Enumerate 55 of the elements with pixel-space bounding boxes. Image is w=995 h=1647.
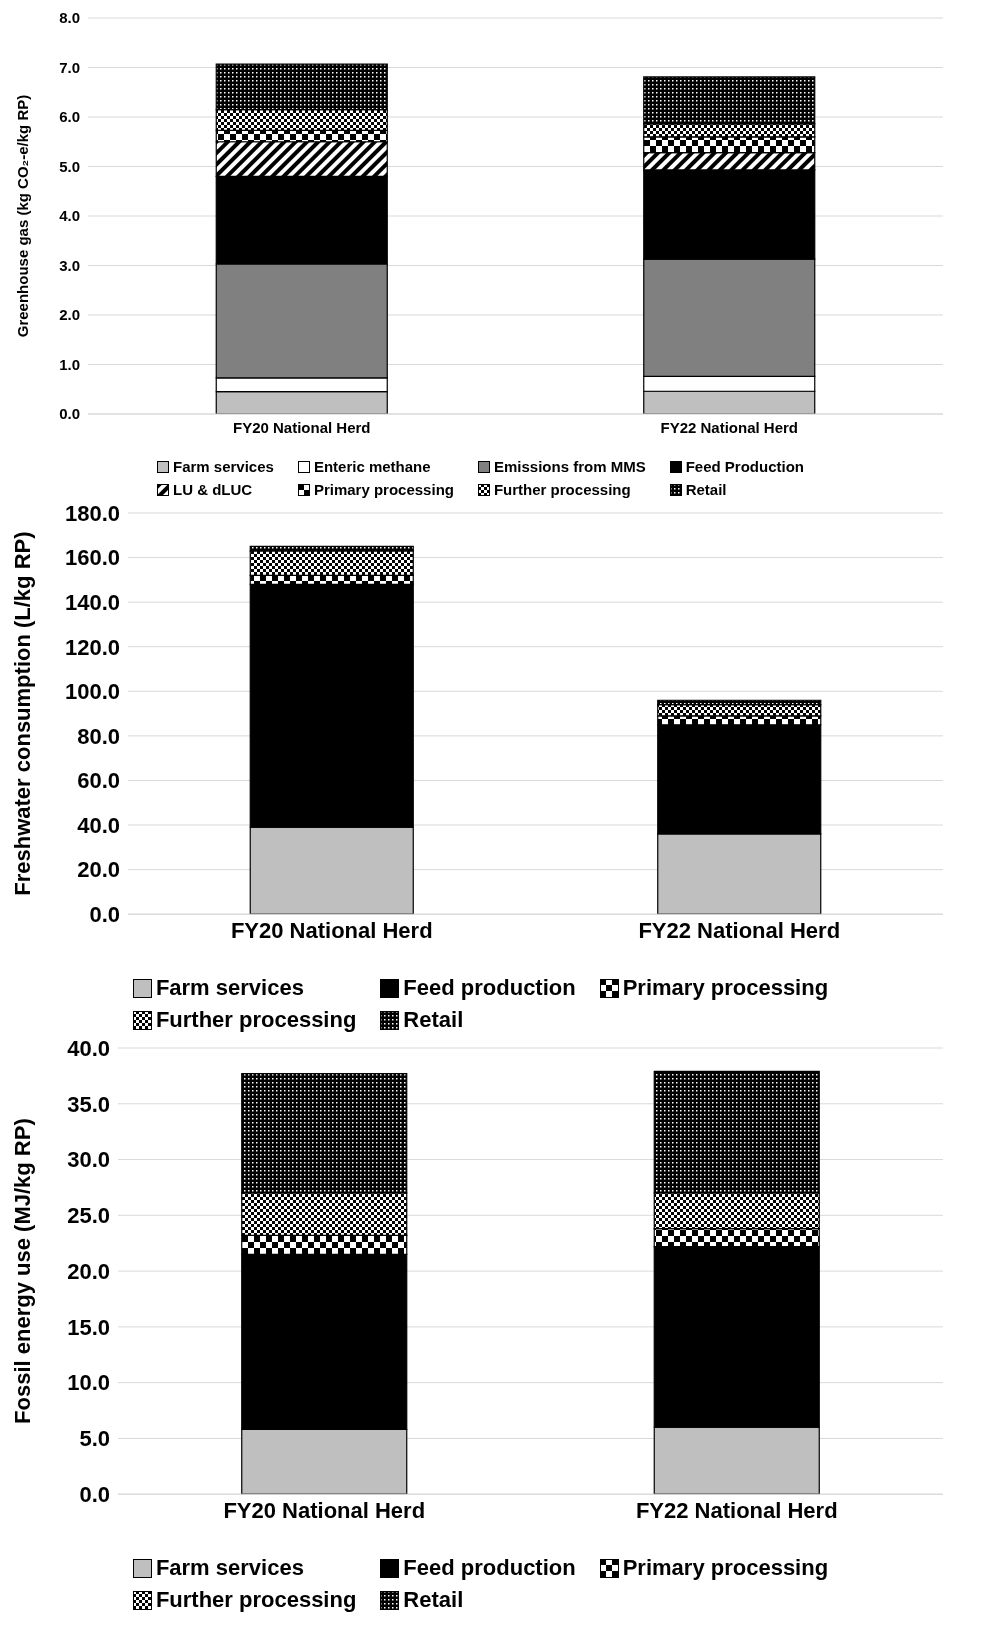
y-tick-label: 180.0 bbox=[64, 500, 120, 526]
legend-label: Further processing bbox=[493, 481, 631, 498]
x-tick-label: FY22 National Herd bbox=[638, 917, 841, 943]
y-tick-label: 0.0 bbox=[79, 1482, 110, 1508]
legend-label: Farm services bbox=[172, 458, 274, 475]
y-tick-label: 20.0 bbox=[77, 857, 120, 883]
y-tick-label: 30.0 bbox=[67, 1147, 110, 1173]
legend-label: Farm services bbox=[155, 1555, 304, 1581]
legend-label: Retail bbox=[403, 1007, 464, 1033]
y-tick-label: 160.0 bbox=[64, 545, 120, 571]
legend-label: Feed Production bbox=[685, 458, 804, 475]
legend-label: Primary processing bbox=[313, 481, 454, 498]
y-tick-label: 40.0 bbox=[67, 1035, 110, 1061]
y-tick-label: 40.0 bbox=[77, 812, 120, 838]
y-tick-label: 0.0 bbox=[59, 405, 80, 423]
y-tick-label: 25.0 bbox=[67, 1203, 110, 1229]
y-tick-label: 20.0 bbox=[67, 1258, 110, 1284]
y-tick-label: 5.0 bbox=[59, 157, 80, 175]
y-axis-title: Greenhouse gas (kg CO₂-e/kg RP) bbox=[13, 94, 31, 338]
legend-label: Enteric methane bbox=[313, 458, 431, 475]
x-tick-label: FY20 National Herd bbox=[232, 418, 371, 436]
y-tick-label: 10.0 bbox=[67, 1370, 110, 1396]
x-tick-label: FY22 National Herd bbox=[660, 418, 799, 436]
legend-label: Further processing bbox=[155, 1587, 357, 1613]
legend-label: Retail bbox=[403, 1587, 464, 1613]
legend-label: Primary processing bbox=[622, 1555, 829, 1581]
legend-label: Retail bbox=[685, 481, 727, 498]
y-tick-label: 60.0 bbox=[77, 768, 120, 794]
legend-label: LU & dLUC bbox=[172, 481, 253, 498]
legend-label: Primary processing bbox=[622, 975, 829, 1001]
y-tick-label: 35.0 bbox=[67, 1091, 110, 1117]
y-tick-label: 80.0 bbox=[77, 723, 120, 749]
legend-label: Further processing bbox=[155, 1007, 357, 1033]
y-tick-label: 4.0 bbox=[59, 207, 80, 225]
y-tick-label: 0.0 bbox=[89, 902, 120, 928]
legend-label: Feed production bbox=[403, 1555, 576, 1581]
y-tick-label: 100.0 bbox=[64, 679, 120, 705]
y-tick-label: 140.0 bbox=[64, 589, 120, 615]
y-tick-label: 7.0 bbox=[59, 58, 80, 76]
y-tick-label: 15.0 bbox=[67, 1314, 110, 1340]
x-tick-label: FY20 National Herd bbox=[223, 1497, 426, 1523]
y-tick-label: 6.0 bbox=[59, 108, 80, 126]
y-tick-label: 8.0 bbox=[59, 9, 80, 27]
y-tick-label: 120.0 bbox=[64, 634, 120, 660]
y-tick-label: 1.0 bbox=[59, 355, 80, 373]
legend-label: Emissions from MMS bbox=[493, 458, 646, 475]
y-tick-label: 3.0 bbox=[59, 256, 80, 274]
legend-label: Farm services bbox=[155, 975, 304, 1001]
y-tick-label: 2.0 bbox=[59, 306, 80, 324]
y-axis-title: Fossil energy use (MJ/kg RP) bbox=[9, 1118, 35, 1424]
x-tick-label: FY20 National Herd bbox=[230, 917, 433, 943]
y-tick-label: 5.0 bbox=[79, 1426, 110, 1452]
y-axis-title: Freshwater consumption (L/kg RP) bbox=[9, 531, 35, 896]
legend-label: Feed production bbox=[403, 975, 576, 1001]
x-tick-label: FY22 National Herd bbox=[635, 1497, 838, 1523]
